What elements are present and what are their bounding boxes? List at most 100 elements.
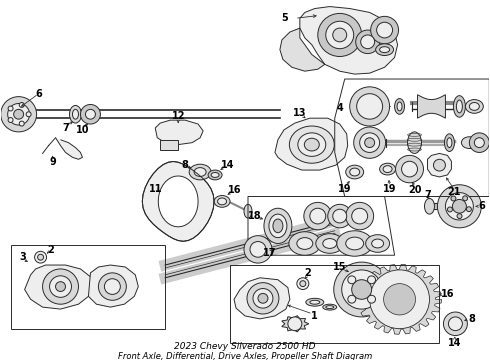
Circle shape <box>49 276 72 297</box>
Ellipse shape <box>218 198 226 205</box>
Ellipse shape <box>244 204 252 218</box>
Circle shape <box>80 104 100 124</box>
Ellipse shape <box>453 96 465 117</box>
Ellipse shape <box>310 300 320 304</box>
Circle shape <box>253 288 273 308</box>
Text: 17: 17 <box>263 248 277 258</box>
Circle shape <box>19 121 24 126</box>
Ellipse shape <box>290 126 334 163</box>
Polygon shape <box>158 176 198 227</box>
Text: 16: 16 <box>441 289 454 300</box>
Polygon shape <box>24 265 93 309</box>
Ellipse shape <box>269 214 287 238</box>
Circle shape <box>250 242 266 257</box>
Polygon shape <box>89 265 138 307</box>
Circle shape <box>333 28 347 42</box>
Bar <box>230 265 440 343</box>
Text: 8: 8 <box>468 314 475 324</box>
Circle shape <box>8 106 13 111</box>
Polygon shape <box>55 138 82 159</box>
Text: 7: 7 <box>424 190 431 199</box>
Circle shape <box>26 112 31 117</box>
Text: 19: 19 <box>338 184 351 194</box>
Ellipse shape <box>73 109 78 119</box>
Circle shape <box>244 236 272 263</box>
Circle shape <box>457 213 462 219</box>
Circle shape <box>104 279 121 294</box>
Circle shape <box>43 269 78 304</box>
Text: 19: 19 <box>383 184 396 194</box>
Polygon shape <box>417 95 445 118</box>
Text: 20: 20 <box>408 185 421 195</box>
Circle shape <box>368 276 375 284</box>
Bar <box>160 140 178 149</box>
Circle shape <box>300 281 306 287</box>
Ellipse shape <box>306 298 324 306</box>
Text: 4: 4 <box>336 103 343 113</box>
Ellipse shape <box>214 195 230 207</box>
Text: 10: 10 <box>76 125 89 135</box>
Circle shape <box>55 282 66 292</box>
Circle shape <box>368 295 375 303</box>
Circle shape <box>369 270 429 329</box>
Ellipse shape <box>323 304 337 310</box>
Ellipse shape <box>273 219 283 233</box>
Circle shape <box>247 283 279 314</box>
Circle shape <box>333 209 347 223</box>
Circle shape <box>318 13 362 57</box>
Text: 14: 14 <box>448 338 461 348</box>
Ellipse shape <box>208 170 222 180</box>
Text: 12: 12 <box>172 111 185 121</box>
Text: 11: 11 <box>148 184 162 194</box>
Circle shape <box>346 202 374 230</box>
Circle shape <box>328 204 352 228</box>
Circle shape <box>8 103 29 125</box>
Ellipse shape <box>326 306 334 309</box>
Circle shape <box>35 251 47 263</box>
Circle shape <box>469 133 490 152</box>
Circle shape <box>342 270 382 309</box>
Circle shape <box>395 156 423 183</box>
Ellipse shape <box>394 99 405 114</box>
Circle shape <box>348 295 356 303</box>
Text: 2: 2 <box>304 268 311 278</box>
Ellipse shape <box>466 100 483 113</box>
Circle shape <box>377 22 392 38</box>
Circle shape <box>451 196 456 201</box>
Circle shape <box>448 317 463 330</box>
Circle shape <box>438 185 481 228</box>
Circle shape <box>360 133 380 152</box>
Ellipse shape <box>469 103 479 111</box>
Circle shape <box>370 16 398 44</box>
Text: 21: 21 <box>448 186 461 197</box>
Circle shape <box>452 199 466 213</box>
Ellipse shape <box>380 163 395 175</box>
Text: 15: 15 <box>333 262 346 272</box>
Text: 2023 Chevy Silverado 2500 HD: 2023 Chevy Silverado 2500 HD <box>174 342 316 351</box>
Ellipse shape <box>264 208 292 243</box>
Polygon shape <box>300 6 397 74</box>
Ellipse shape <box>304 138 319 151</box>
Circle shape <box>8 118 13 122</box>
Ellipse shape <box>447 138 452 148</box>
Text: 7: 7 <box>62 123 69 133</box>
Ellipse shape <box>456 100 463 113</box>
Ellipse shape <box>323 239 337 248</box>
Ellipse shape <box>371 239 384 248</box>
Circle shape <box>98 273 126 300</box>
Ellipse shape <box>316 234 343 253</box>
Text: 16: 16 <box>228 185 242 195</box>
Polygon shape <box>142 162 214 241</box>
Circle shape <box>310 208 326 224</box>
Circle shape <box>401 161 417 177</box>
Circle shape <box>354 127 386 158</box>
Circle shape <box>443 312 467 336</box>
Text: Front Axle, Differential, Drive Axles, Propeller Shaft Diagram: Front Axle, Differential, Drive Axles, P… <box>118 352 372 360</box>
Ellipse shape <box>408 132 421 153</box>
Text: 1: 1 <box>312 311 318 321</box>
Circle shape <box>297 278 309 289</box>
Bar <box>11 246 165 329</box>
Circle shape <box>365 138 375 148</box>
Circle shape <box>19 103 24 107</box>
Ellipse shape <box>462 137 477 149</box>
